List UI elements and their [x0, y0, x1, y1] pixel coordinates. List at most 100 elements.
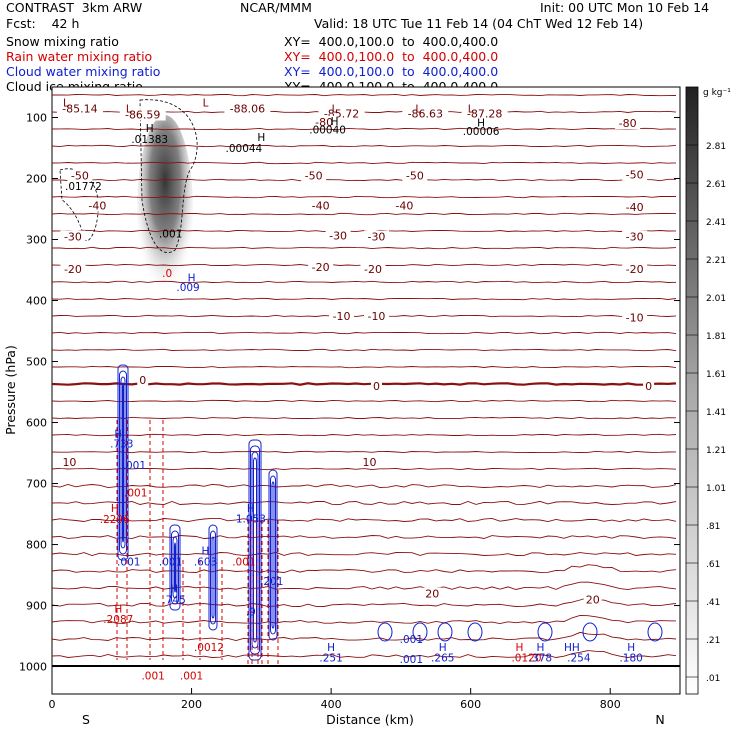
temperature-label-bg [60, 262, 86, 275]
cloud-water-contour [250, 445, 260, 655]
temperature-label-bg [325, 229, 351, 242]
colorbar-tick-label: 2.21 [706, 256, 726, 266]
isotherm [52, 467, 677, 471]
temperature-label: -30 [329, 229, 347, 242]
colorbar-ticks: 2.81 2.61 2.41 2.21 2.01 1.81 1.61 1.41 1.21 1.01… [686, 142, 726, 684]
extremum-label: H [202, 546, 210, 558]
colorbar-tick-label: .61 [706, 560, 720, 570]
temperature-label-bg [363, 230, 389, 243]
temperature-label-bg [622, 168, 648, 181]
colorbar-tick-label: .01 [706, 674, 720, 684]
extremum-label: L [332, 103, 338, 115]
extremum-label: .001 [123, 460, 146, 472]
field-xy-snow: XY= 400.0,100.0 to 400.0,400.0 [284, 34, 499, 49]
isotherm [52, 195, 677, 199]
isotherm [52, 127, 677, 131]
temperature-label-bg [137, 373, 149, 386]
cloud-ice-contour [139, 99, 198, 253]
cloud-water-contour [647, 622, 663, 642]
extremum-label: H [516, 642, 524, 654]
colorbar-tick-label: 1.01 [706, 484, 726, 494]
init-time: Init: 00 UTC Mon 10 Feb 14 [540, 0, 710, 15]
extremum-label: .254 [567, 652, 591, 664]
x-axis-label: Distance (km) [326, 712, 414, 727]
y-tick-label-400: 400 [26, 295, 47, 308]
extremum-label: H [114, 429, 122, 441]
cloud-water-contour [270, 475, 276, 635]
temperature-label: -10 [626, 312, 644, 325]
isotherm [52, 631, 677, 641]
extremum-label: .378 [529, 652, 552, 664]
contour-labels: -85.14 -86.59 -88.06 -85.72 -86.63 -87.28-80-… [56, 97, 655, 683]
temperature-label: -50 [406, 170, 424, 183]
temperature-label: -40 [88, 199, 106, 212]
extremum-label: H [536, 642, 544, 654]
x-tick-label-400: 400 [321, 698, 342, 711]
extremum-label: H [170, 583, 178, 595]
field-name-cloud-water: Cloud water mixing ratio [6, 64, 161, 79]
extremum-label: .001 [141, 671, 164, 683]
isotherm [52, 178, 676, 182]
temperature-label-bg [308, 261, 334, 274]
colorbar-tick-label: 2.41 [706, 218, 726, 228]
extremum-label: L [415, 103, 421, 115]
cloud-water-contour [582, 622, 598, 642]
isotherm [52, 365, 677, 369]
extremum-label: .180 [619, 652, 642, 664]
temperature-label: 10 [62, 456, 76, 469]
extremum-label: L [203, 97, 209, 109]
temperature-label: -20 [64, 263, 82, 276]
extremum-label: .009 [176, 282, 199, 294]
extremum-label: .2296 [100, 514, 130, 526]
extremum-label: .01772 [65, 181, 102, 193]
y-tick-label-500: 500 [26, 356, 47, 369]
extremum-label: .00040 [309, 125, 346, 137]
temperature-label-bg [622, 262, 648, 275]
cloud-water-contour [467, 622, 483, 642]
endpoint-left: S [82, 712, 90, 727]
extremum-label: .01383 [131, 134, 168, 146]
y-tick-label-900: 900 [26, 600, 47, 613]
temperature-label: -20 [364, 263, 382, 276]
extremum-label: HH [564, 642, 580, 654]
temperature-label-bg [643, 379, 655, 392]
cloud-water-contour [253, 457, 257, 643]
isotherm [52, 450, 677, 454]
isotherm [52, 551, 677, 556]
cloud-water-contour [117, 364, 129, 561]
colorbar-tick-label: 2.81 [706, 142, 726, 152]
extremum-label: .00044 [226, 143, 263, 155]
field-name-snow: Snow mixing ratio [6, 34, 119, 49]
organization: NCAR/MMM [240, 0, 312, 15]
extremum-label: H [477, 117, 485, 129]
extremum-label: .0012 [194, 642, 224, 654]
isotherm [52, 500, 677, 506]
colorbar-tick-label: 2.01 [706, 294, 726, 304]
y-tick-label-600: 600 [26, 417, 47, 430]
temperature-label-bg [67, 169, 93, 182]
temperature-label-bg [615, 117, 641, 130]
endpoint-right: N [655, 712, 664, 727]
y-axis-label: Pressure (hPa) [3, 345, 18, 435]
isotherm [52, 433, 677, 437]
extremum-label: H [188, 272, 196, 284]
temperature-label: 0 [139, 374, 146, 387]
extremum-label: H [247, 503, 255, 515]
colorbar [685, 86, 699, 695]
temperature-label: -10 [333, 310, 351, 323]
isotherm [52, 650, 677, 658]
isotherm [52, 483, 677, 489]
temperature-label-bg [360, 262, 386, 275]
field-xy-rain: XY= 400.0,100.0 to 400.0,400.0 [284, 49, 499, 64]
extremum-label: H [327, 642, 335, 654]
temperature-label: -80 [315, 116, 333, 129]
extremum-label: .001 [159, 228, 182, 240]
extremum-label: .733 [110, 438, 133, 450]
temperature-label: -30 [626, 231, 644, 244]
temperature-label: -85.14 [62, 102, 97, 115]
temperature-label: -10 [367, 310, 385, 323]
temperature-label: 10 [362, 456, 376, 469]
cloud-water-contour [120, 376, 126, 549]
model-title: CONTRAST 3km ARW [6, 0, 143, 15]
